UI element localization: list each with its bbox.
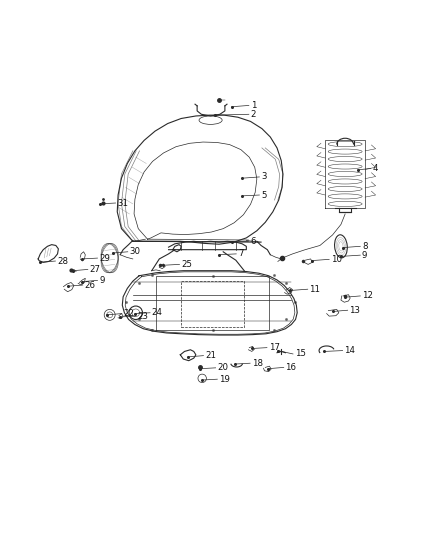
Text: 20: 20 bbox=[217, 364, 228, 373]
Text: 3: 3 bbox=[261, 173, 267, 181]
Text: 26: 26 bbox=[85, 280, 95, 289]
Text: 18: 18 bbox=[252, 359, 263, 368]
Text: 14: 14 bbox=[344, 346, 355, 355]
Text: 27: 27 bbox=[89, 265, 100, 274]
Text: 11: 11 bbox=[309, 285, 321, 294]
Text: 9: 9 bbox=[362, 251, 367, 260]
Text: 7: 7 bbox=[238, 249, 244, 259]
Text: 8: 8 bbox=[362, 242, 367, 251]
Text: 28: 28 bbox=[57, 256, 68, 265]
Text: 29: 29 bbox=[99, 254, 110, 263]
Text: 21: 21 bbox=[205, 351, 216, 360]
Text: 30: 30 bbox=[130, 247, 141, 256]
Text: 9: 9 bbox=[99, 276, 105, 285]
Text: 6: 6 bbox=[250, 237, 256, 246]
Text: 24: 24 bbox=[152, 308, 163, 317]
Text: 15: 15 bbox=[295, 350, 306, 359]
Text: 23: 23 bbox=[137, 312, 148, 321]
Text: 25: 25 bbox=[181, 260, 192, 269]
Text: 19: 19 bbox=[219, 375, 230, 384]
Text: 1: 1 bbox=[251, 101, 256, 110]
Text: 2: 2 bbox=[251, 110, 256, 119]
Text: 16: 16 bbox=[286, 363, 297, 372]
Text: 5: 5 bbox=[261, 190, 267, 199]
Text: 4: 4 bbox=[372, 164, 378, 173]
Text: 12: 12 bbox=[362, 292, 373, 301]
Text: 13: 13 bbox=[350, 306, 360, 314]
Text: 31: 31 bbox=[117, 198, 128, 207]
Text: 10: 10 bbox=[331, 255, 342, 264]
Text: 17: 17 bbox=[268, 343, 279, 352]
Text: 22: 22 bbox=[124, 309, 134, 318]
